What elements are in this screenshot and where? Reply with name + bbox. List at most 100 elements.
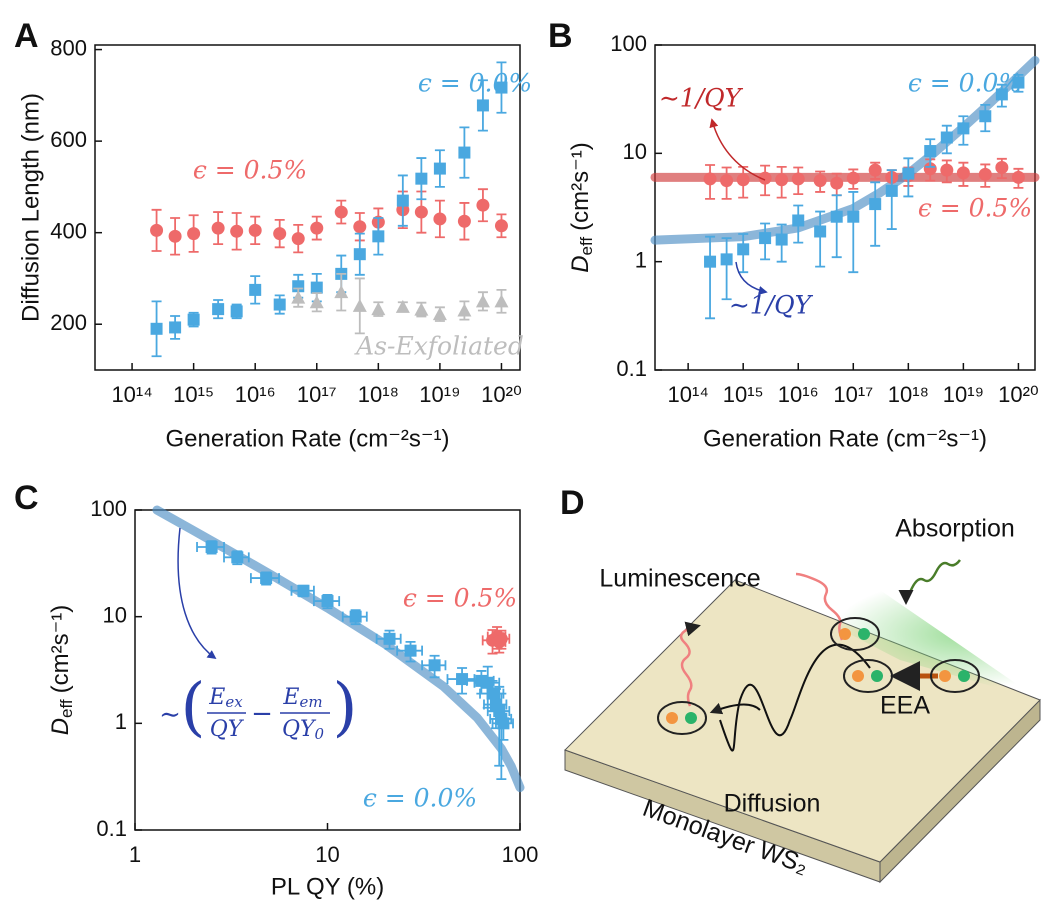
panel-label: B <box>548 17 573 55</box>
point <box>456 673 469 686</box>
point <box>923 162 937 176</box>
error-bar <box>831 194 842 259</box>
formula-minus: − <box>251 699 273 729</box>
point <box>940 163 954 177</box>
formula-symbol: QY <box>210 717 245 742</box>
point <box>349 610 362 623</box>
point <box>869 198 882 211</box>
y-axis-label: Deff (cm²s⁻¹) <box>47 605 76 736</box>
point <box>414 205 428 219</box>
point <box>273 298 286 311</box>
point <box>383 632 396 645</box>
plot-frame <box>654 44 1036 371</box>
exciton <box>843 659 893 693</box>
y-tick-label: 100 <box>610 31 647 56</box>
y-label-subscript: eff <box>577 237 596 256</box>
point <box>353 220 367 234</box>
absorption-wave <box>898 559 961 605</box>
point <box>150 223 164 237</box>
x-tick-label: 10¹⁷ <box>297 382 337 407</box>
point <box>476 198 490 212</box>
point <box>494 294 509 308</box>
x-tick-label: 1 <box>129 842 141 867</box>
annotation-arrow <box>177 527 217 660</box>
x-axis-label: Generation Rate (cm⁻²s⁻¹) <box>165 425 449 452</box>
point <box>414 302 429 316</box>
point <box>230 224 244 238</box>
annotation: As-Exfoliated <box>354 332 524 361</box>
point <box>352 298 367 312</box>
point <box>830 210 843 223</box>
point <box>759 232 772 245</box>
y-tick-label: 200 <box>50 310 87 335</box>
point <box>720 174 734 188</box>
y-label-unit: (cm²s⁻¹) <box>567 142 594 231</box>
point <box>495 81 508 94</box>
point <box>494 219 508 233</box>
point <box>211 221 225 235</box>
point <box>404 644 417 657</box>
point <box>212 303 225 316</box>
point <box>205 540 218 553</box>
formula-subscript: ex <box>225 693 243 711</box>
point <box>291 290 306 304</box>
point <box>497 717 510 730</box>
point <box>310 221 324 235</box>
point <box>371 302 386 316</box>
point <box>372 230 385 243</box>
diffusion-path <box>719 643 871 752</box>
annotation: ∼1/QY <box>659 84 744 113</box>
point <box>813 174 827 188</box>
point <box>458 146 471 159</box>
point <box>476 99 489 112</box>
formula-numerator: Eem <box>282 685 322 711</box>
error-bar <box>496 692 507 781</box>
y-tick-label: 10 <box>623 139 647 164</box>
slab-top <box>564 579 1041 863</box>
point <box>249 283 262 296</box>
eea-label: EEA <box>880 692 930 720</box>
point <box>956 166 970 180</box>
point <box>979 110 992 123</box>
y-tick-label: 0.1 <box>96 816 127 841</box>
point <box>1011 170 1025 184</box>
annotation: ϵ = 0.5% <box>403 584 517 613</box>
point <box>187 313 200 326</box>
y-tick-label: 0.1 <box>616 356 647 381</box>
formula-symbol: E <box>282 685 299 710</box>
point <box>321 595 334 608</box>
point <box>791 172 805 186</box>
point <box>758 171 772 185</box>
y-axis-label: Diffusion Length (nm) <box>17 93 44 322</box>
point <box>957 122 970 135</box>
formula-paren: ) <box>333 671 358 745</box>
x-tick-label: 10¹⁴ <box>111 382 152 407</box>
point <box>940 131 953 144</box>
y-label-symbol: D <box>567 255 594 272</box>
error-bar <box>870 181 881 247</box>
point <box>814 225 827 238</box>
point <box>475 294 490 308</box>
point <box>168 229 182 243</box>
y-label-subscript: eff <box>57 699 76 718</box>
point <box>187 227 201 241</box>
point <box>291 232 305 246</box>
x-tick-label: 10²⁰ <box>481 382 522 407</box>
point <box>334 205 348 219</box>
formula-paren: ( <box>181 671 206 745</box>
point <box>995 88 1008 101</box>
panel-label: C <box>14 479 39 517</box>
annotation: ϵ = 0.0% <box>418 69 532 98</box>
point <box>150 322 163 335</box>
point <box>720 253 733 266</box>
exciton <box>830 617 880 651</box>
error-bar <box>705 235 716 320</box>
luminescence-label: Luminescence <box>599 565 760 593</box>
point <box>736 173 750 187</box>
y-tick-label: 1 <box>635 247 647 272</box>
point <box>395 299 410 313</box>
annotation: ϵ = 0.0% <box>908 69 1022 98</box>
annotation: ϵ = 0.5% <box>193 156 307 185</box>
x-tick-label: 10¹⁴ <box>668 382 709 407</box>
